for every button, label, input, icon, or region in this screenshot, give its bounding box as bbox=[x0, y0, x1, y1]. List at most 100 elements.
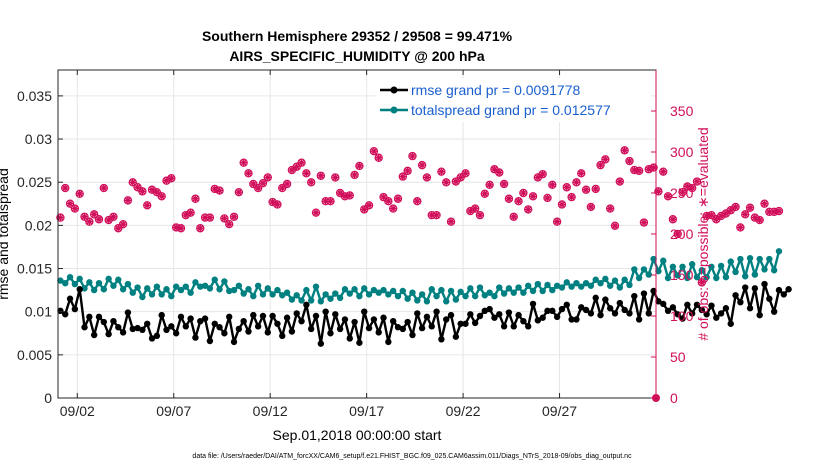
totalspread-point bbox=[732, 268, 739, 276]
totalspread-point bbox=[187, 289, 194, 296]
obs-evaluated-stroke bbox=[674, 231, 681, 237]
obs-evaluated-point bbox=[85, 218, 93, 226]
rmse-point bbox=[751, 285, 759, 292]
obs-possible-point bbox=[384, 196, 393, 206]
totalspread-point bbox=[491, 292, 498, 300]
obs-evaluated-point bbox=[587, 203, 595, 211]
obs-evaluated-point bbox=[76, 190, 84, 198]
rmse-point bbox=[201, 315, 209, 322]
rmse-point bbox=[708, 302, 715, 309]
totalspread-point bbox=[62, 280, 69, 287]
obs-evaluated-point bbox=[770, 208, 778, 216]
obs-evaluated-stroke bbox=[747, 204, 754, 211]
obs-evaluated-stroke bbox=[539, 171, 546, 178]
obs-evaluated-point bbox=[669, 215, 677, 223]
obs-evaluated-stroke bbox=[597, 162, 604, 169]
obs-possible-point bbox=[244, 169, 253, 178]
obs-possible-point bbox=[572, 178, 581, 187]
rmse-point bbox=[476, 312, 484, 320]
rmse-point bbox=[351, 318, 358, 326]
obs-evaluated-point bbox=[616, 178, 624, 186]
obs-evaluated-stroke bbox=[308, 179, 315, 186]
data-file-footnote: data file: /Users/raeder/DAI/ATM_forcXX/… bbox=[192, 453, 632, 460]
obs-evaluated-point bbox=[505, 195, 513, 203]
obs-evaluated-stroke bbox=[742, 211, 749, 218]
rmse-point bbox=[660, 300, 667, 308]
legend-rmse-marker bbox=[390, 86, 398, 94]
rmse-point bbox=[322, 308, 329, 315]
obs-evaluated-stroke bbox=[776, 208, 782, 215]
rmse-point bbox=[592, 294, 599, 302]
obs-evaluated-stroke bbox=[558, 201, 565, 208]
obs-evaluated-point bbox=[196, 224, 204, 232]
rmse-point bbox=[62, 311, 69, 318]
obs-evaluated-point bbox=[727, 206, 735, 214]
totalspread-point bbox=[597, 280, 604, 287]
obs-evaluated-stroke bbox=[640, 219, 647, 226]
obs-evaluated-point bbox=[283, 180, 291, 188]
obs-evaluated-stroke bbox=[655, 188, 662, 195]
totalspread-point bbox=[606, 282, 614, 289]
obs-possible-point bbox=[475, 210, 485, 220]
obs-evaluated-point bbox=[394, 195, 402, 203]
rmse-point bbox=[177, 313, 185, 321]
totalspread-point bbox=[380, 286, 387, 294]
x-tick-label: 09/02 bbox=[60, 403, 95, 419]
obs-possible-point bbox=[446, 217, 456, 226]
obs-evaluated-point bbox=[109, 213, 117, 221]
obs-evaluated-stroke bbox=[380, 194, 387, 201]
obs-evaluated-point bbox=[124, 196, 132, 204]
obs-evaluated-point bbox=[722, 210, 730, 217]
obs-evaluated-stroke bbox=[279, 185, 286, 192]
obs-possible-point bbox=[85, 217, 94, 226]
obs-evaluated-stroke bbox=[226, 221, 233, 228]
rmse-point bbox=[197, 317, 204, 325]
rmse-point bbox=[115, 324, 122, 331]
obs-evaluated-point bbox=[244, 169, 252, 177]
rmse-point bbox=[650, 287, 657, 295]
totalspread-point bbox=[90, 286, 98, 294]
obs-possible-point bbox=[147, 185, 157, 194]
obs-possible-point bbox=[456, 173, 465, 182]
totalspread-point bbox=[534, 280, 542, 288]
obs-possible-point bbox=[548, 180, 557, 189]
obs-possible-point bbox=[75, 189, 84, 199]
obs-evaluated-point bbox=[288, 166, 296, 174]
rmse-point bbox=[693, 301, 701, 308]
obs-evaluated-stroke bbox=[761, 200, 768, 207]
totalspread-point bbox=[322, 291, 329, 298]
obs-possible-point bbox=[552, 217, 562, 226]
obs-possible-point bbox=[80, 212, 89, 221]
obs-possible-point bbox=[610, 221, 620, 230]
totalspread-point bbox=[471, 292, 479, 300]
obs-possible-point bbox=[388, 204, 398, 213]
obs-possible-point bbox=[605, 204, 615, 213]
rmse-point bbox=[389, 317, 397, 325]
obs-evaluated-point bbox=[365, 201, 373, 209]
rmse-point bbox=[365, 324, 373, 332]
obs-evaluated-point bbox=[408, 152, 416, 160]
rmse-point bbox=[597, 311, 604, 319]
totalspread-point bbox=[616, 284, 624, 291]
obs-evaluated-point bbox=[558, 200, 566, 208]
chart-title-line-2: AIRS_SPECIFIC_HUMIDITY @ 200 hPa bbox=[229, 48, 485, 64]
rmse-point bbox=[110, 317, 117, 325]
obs-evaluated-point bbox=[143, 201, 151, 209]
totalspread-point bbox=[168, 292, 175, 300]
rmse-point bbox=[539, 314, 546, 321]
rmse-point bbox=[418, 324, 426, 332]
x-tick-label: 09/22 bbox=[446, 403, 481, 419]
obs-possible-point bbox=[673, 229, 682, 239]
totalspread-point bbox=[206, 285, 214, 292]
rmse-point bbox=[76, 286, 83, 293]
totalspread-point bbox=[515, 284, 522, 291]
rmse-point bbox=[235, 325, 243, 333]
obs-evaluated-point bbox=[158, 192, 166, 200]
totalspread-point bbox=[655, 267, 662, 275]
obs-possible-point bbox=[562, 183, 571, 192]
obs-evaluated-stroke bbox=[57, 214, 64, 221]
rmse-point bbox=[187, 315, 194, 322]
rmse-point bbox=[86, 313, 93, 321]
y2-tick-label: 350 bbox=[670, 103, 694, 119]
obs-evaluated-point bbox=[249, 180, 257, 188]
